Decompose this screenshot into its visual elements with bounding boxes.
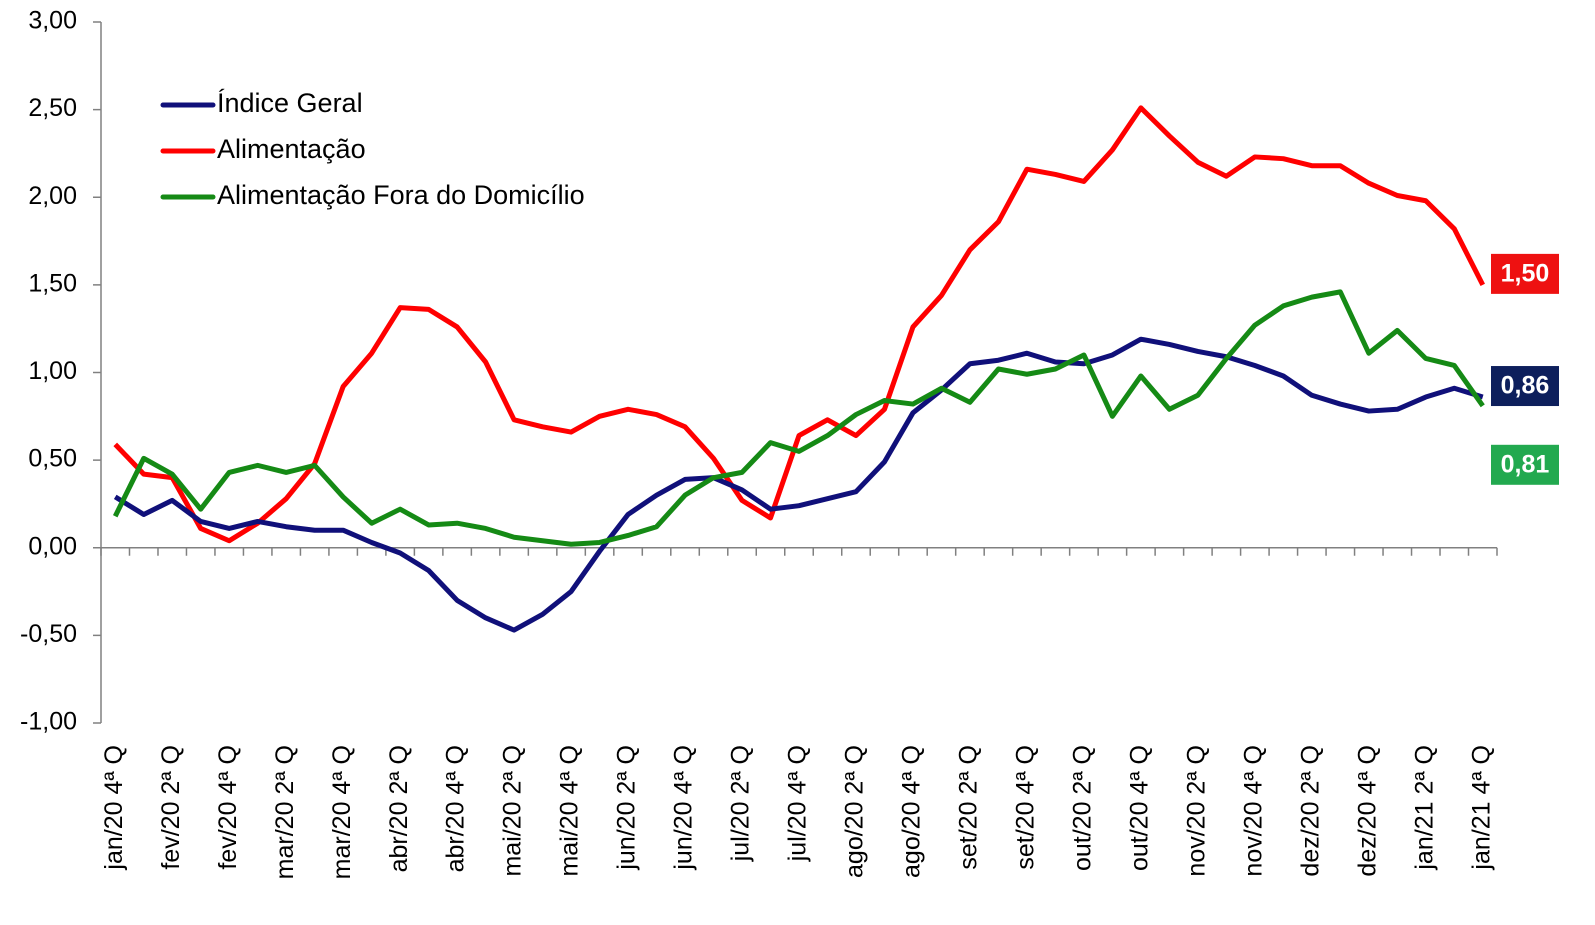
- x-tick-label: abr/20 4ª Q: [442, 745, 470, 872]
- x-tick-label: mai/20 4ª Q: [556, 745, 584, 877]
- x-tick-label: jan/20 4ª Q: [100, 745, 128, 871]
- x-tick-label: set/20 4ª Q: [1012, 745, 1040, 870]
- y-tick-label: 1,00: [28, 357, 77, 385]
- end-label: 0,86: [1491, 366, 1559, 407]
- y-tick-label: 3,00: [28, 7, 77, 35]
- x-tick-label: fev/20 2ª Q: [157, 745, 185, 870]
- x-tick-label: out/20 2ª Q: [1069, 745, 1097, 871]
- x-tick-label: mai/20 2ª Q: [499, 745, 527, 877]
- x-tick-label: jan/21 4ª Q: [1467, 745, 1495, 871]
- x-tick-label: fev/20 4ª Q: [214, 745, 242, 870]
- end-label: 1,50: [1491, 253, 1559, 294]
- series-line: [112, 289, 1485, 547]
- y-tick-label: 2,00: [28, 182, 77, 210]
- x-tick-label: jun/20 4ª Q: [670, 745, 698, 871]
- x-tick-label: abr/20 2ª Q: [385, 745, 413, 872]
- end-label: 0,81: [1491, 444, 1559, 485]
- x-tick-label: dez/20 2ª Q: [1296, 745, 1324, 877]
- y-tick-label: -0,50: [20, 620, 77, 648]
- y-tick-label: 0,50: [28, 445, 77, 473]
- x-tick-label: ago/20 4ª Q: [898, 745, 926, 878]
- y-tick-label: -1,00: [20, 708, 77, 736]
- x-tick-label: set/20 2ª Q: [955, 745, 983, 870]
- x-tick-label: mar/20 4ª Q: [328, 745, 356, 879]
- x-tick-label: mar/20 2ª Q: [271, 745, 299, 879]
- end-label-box: [1491, 444, 1559, 485]
- x-tick-label: jun/20 2ª Q: [613, 745, 641, 871]
- x-tick-label: ago/20 2ª Q: [841, 745, 869, 878]
- y-tick-label: 0,00: [28, 532, 77, 560]
- x-tick-label: jul/20 2ª Q: [727, 745, 755, 862]
- end-label-box: [1491, 253, 1559, 294]
- legend-label: Índice Geral: [217, 88, 363, 118]
- legend-label: Alimentação: [217, 134, 366, 164]
- series-line: [113, 105, 1485, 544]
- end-label-text: 0,86: [1501, 372, 1550, 400]
- end-label-text: 0,81: [1501, 450, 1550, 478]
- x-tick-label: jul/20 4ª Q: [784, 745, 812, 862]
- x-tick-label: out/20 4ª Q: [1125, 745, 1153, 871]
- x-tick-label: nov/20 2ª Q: [1182, 745, 1210, 877]
- legend-label: Alimentação Fora do Domicílio: [217, 180, 585, 210]
- end-label-text: 1,50: [1501, 259, 1550, 287]
- end-label-box: [1491, 366, 1559, 407]
- y-tick-label: 2,50: [28, 94, 77, 122]
- x-tick-label: jan/21 2ª Q: [1410, 745, 1438, 871]
- x-tick-label: dez/20 4ª Q: [1353, 745, 1381, 877]
- x-tick-label: nov/20 4ª Q: [1239, 745, 1267, 877]
- series-line: [113, 336, 1484, 633]
- y-tick-label: 1,50: [28, 269, 77, 297]
